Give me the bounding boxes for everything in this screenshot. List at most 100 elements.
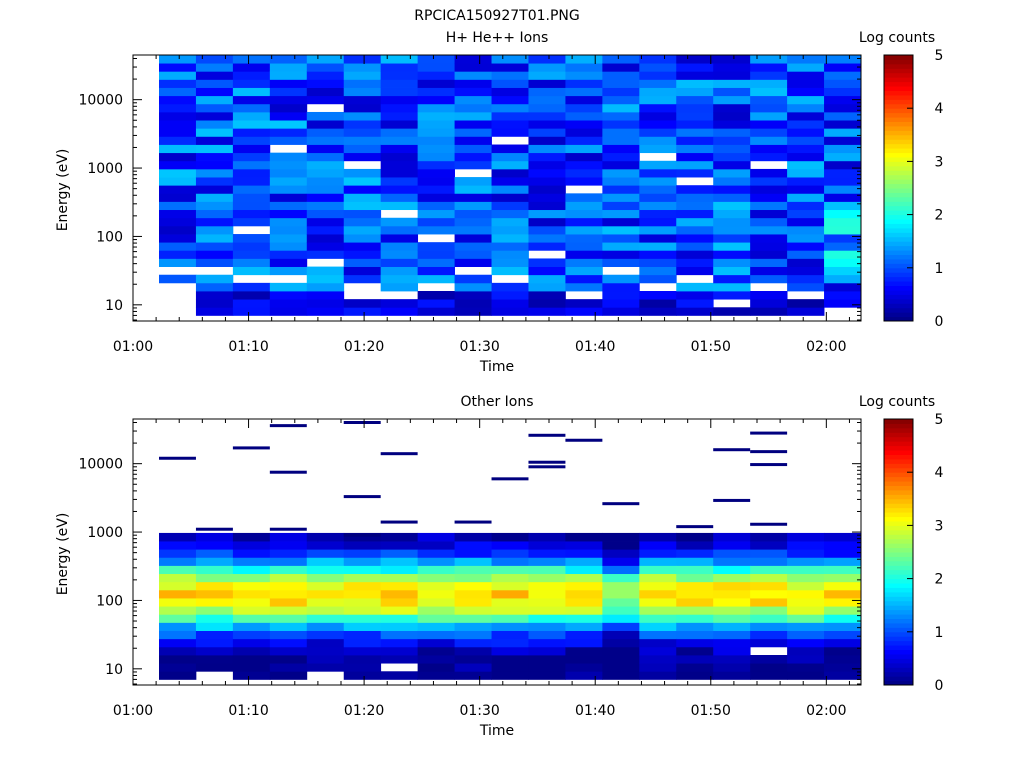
- sparse-count-line: [269, 470, 307, 474]
- heatmap-cell: [602, 557, 640, 566]
- heatmap-cell: [676, 185, 714, 194]
- heatmap-cell: [565, 655, 603, 664]
- heatmap-cell: [565, 152, 603, 162]
- heatmap-cell: [565, 282, 603, 292]
- heatmap-cell: [824, 144, 862, 154]
- heatmap-cell: [306, 557, 345, 566]
- heatmap-cell: [639, 63, 677, 72]
- heatmap-cell: [565, 55, 603, 64]
- heatmap-cell: [787, 55, 825, 64]
- heatmap-cell: [528, 95, 566, 105]
- heatmap-cell: [343, 671, 382, 680]
- heatmap-cell: [417, 598, 455, 607]
- heatmap-cell: [602, 638, 640, 648]
- heatmap-cell: [232, 638, 271, 648]
- heatmap-cell: [602, 663, 640, 672]
- sparse-count-line: [380, 520, 418, 524]
- heatmap-cell: [750, 299, 788, 308]
- heatmap-cell: [195, 282, 234, 292]
- heatmap-cell: [195, 185, 234, 194]
- heatmap-cell: [195, 87, 234, 97]
- heatmap-cell: [750, 79, 788, 88]
- heatmap-cell: [195, 63, 234, 72]
- sparse-count-line: [528, 433, 566, 437]
- heatmap-cell: [565, 71, 603, 80]
- heatmap-cell: [454, 630, 492, 640]
- heatmap-cell: [195, 274, 234, 284]
- colorbar-segment: [884, 543, 913, 549]
- heatmap-cell: [528, 274, 566, 284]
- colorbar-segment: [884, 232, 913, 238]
- heatmap-cell: [343, 532, 382, 542]
- heatmap-cell: [787, 307, 825, 316]
- heatmap-cell: [159, 128, 197, 137]
- heatmap-cell: [343, 71, 382, 80]
- heatmap-cell: [454, 193, 492, 202]
- heatmap-cell: [380, 128, 419, 137]
- heatmap-cell: [232, 532, 271, 542]
- heatmap-cell: [787, 565, 825, 575]
- heatmap-cell: [750, 201, 788, 211]
- heatmap-cell: [380, 598, 419, 607]
- heatmap-cell: [787, 168, 825, 178]
- heatmap-cell: [565, 242, 603, 251]
- heatmap-cell: [232, 282, 271, 292]
- heatmap-cell: [159, 622, 197, 631]
- heatmap-cell: [528, 541, 566, 550]
- colorbar-segment: [884, 516, 913, 522]
- heatmap-cell: [824, 258, 862, 267]
- heatmap-cell: [639, 87, 677, 97]
- heatmap-cell: [306, 573, 345, 583]
- heatmap-cell: [491, 598, 529, 607]
- heatmap-cell: [343, 274, 382, 284]
- heatmap-cell: [159, 168, 197, 178]
- heatmap-cell: [713, 225, 751, 235]
- heatmap-cell: [380, 307, 419, 316]
- heatmap-cell: [528, 144, 566, 154]
- heatmap-cell: [713, 63, 751, 72]
- heatmap-cell: [528, 630, 566, 640]
- colorbar-segment: [884, 565, 913, 571]
- heatmap-cell: [602, 87, 640, 97]
- heatmap-cell: [750, 234, 788, 243]
- heatmap-cell: [159, 95, 197, 105]
- heatmap-cell: [750, 136, 788, 145]
- heatmap-cell: [676, 266, 714, 276]
- heatmap-cell: [195, 71, 234, 80]
- heatmap-cell: [787, 136, 825, 145]
- heatmap-cell: [602, 136, 640, 145]
- heatmap-cell: [602, 646, 640, 656]
- heatmap-cell: [417, 177, 455, 186]
- heatmap-cell: [306, 581, 345, 591]
- heatmap-cell: [159, 177, 197, 186]
- heatmap-cell: [750, 193, 788, 202]
- heatmap-cell: [639, 201, 677, 211]
- heatmap-cell: [195, 532, 234, 542]
- heatmap-cell: [676, 63, 714, 72]
- heatmap-cell: [713, 177, 751, 186]
- heatmap-cell: [787, 144, 825, 154]
- heatmap-cell: [343, 606, 382, 615]
- heatmap-cell: [824, 573, 862, 583]
- heatmap-cell: [676, 258, 714, 267]
- heatmap-cell: [380, 185, 419, 194]
- heatmap-cell: [417, 209, 455, 219]
- heatmap-cell: [787, 71, 825, 80]
- heatmap-cell: [639, 598, 677, 607]
- heatmap-cell: [417, 549, 455, 558]
- heatmap-cell: [159, 234, 197, 243]
- heatmap-cell: [491, 573, 529, 583]
- sparse-count-line: [750, 450, 788, 454]
- heatmap-cell: [565, 299, 603, 308]
- heatmap-cell: [380, 565, 419, 575]
- heatmap-cell: [306, 79, 345, 88]
- heatmap-cell: [676, 573, 714, 583]
- heatmap-cell: [380, 282, 419, 292]
- heatmap-cell: [565, 622, 603, 631]
- heatmap-cell: [343, 63, 382, 72]
- heatmap-cell: [676, 193, 714, 202]
- x-tick-label: 01:10: [228, 339, 268, 355]
- colorbar-tick-label: 4: [935, 465, 944, 481]
- heatmap-cell: [639, 234, 677, 243]
- colorbar-tick-label: 3: [935, 518, 944, 534]
